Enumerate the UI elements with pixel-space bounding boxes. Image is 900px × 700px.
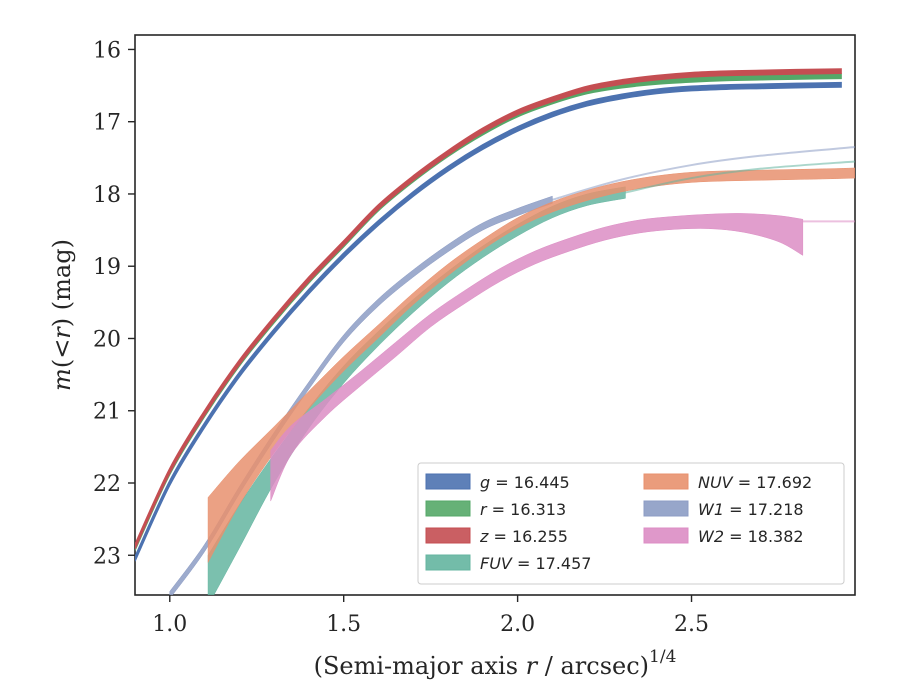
y-tick-label: 20 bbox=[93, 327, 121, 352]
x-tick-label: 2.0 bbox=[500, 612, 535, 637]
series-nuv-band bbox=[207, 167, 855, 563]
y-tick-label: 21 bbox=[93, 400, 121, 425]
legend-swatch-g bbox=[425, 473, 471, 490]
legend-swatch-w1 bbox=[643, 500, 689, 517]
y-axis-label: m(<r) (mag) bbox=[48, 239, 76, 391]
axes-frame bbox=[134, 34, 856, 596]
y-tick-label: 19 bbox=[93, 255, 121, 280]
y-tick-label: 17 bbox=[93, 111, 121, 136]
legend-swatch-fuv bbox=[425, 554, 471, 571]
legend-label-nuv: NUV = 17.692 bbox=[698, 473, 812, 492]
legend-label-r: r = 16.313 bbox=[480, 500, 566, 519]
y-tick-label: 16 bbox=[93, 38, 121, 63]
legend-label-w1: W1 = 17.218 bbox=[698, 500, 804, 519]
x-axis-label: (Semi-major axis r / arcsec)1/4 bbox=[314, 647, 677, 680]
legend-swatch-nuv bbox=[643, 473, 689, 490]
plot-area bbox=[135, 68, 855, 595]
legend-box bbox=[417, 462, 845, 585]
y-tick-label: 18 bbox=[93, 183, 121, 208]
series-g-band bbox=[135, 81, 842, 562]
x-tick-label: 1.0 bbox=[152, 612, 187, 637]
series-z-band bbox=[135, 68, 842, 550]
legend-swatch-z bbox=[425, 527, 471, 544]
x-tick-label: 1.5 bbox=[326, 612, 361, 637]
legend-label-fuv: FUV = 17.457 bbox=[480, 554, 591, 573]
legend-swatch-w2 bbox=[643, 527, 689, 544]
legend-label-g: g = 16.445 bbox=[480, 473, 570, 492]
legend-label-z: z = 16.255 bbox=[479, 527, 568, 546]
y-tick-label: 22 bbox=[93, 472, 121, 497]
legend-label-w2: W2 = 18.382 bbox=[698, 527, 804, 546]
series-fuv-ext-line bbox=[625, 160, 855, 194]
legend-swatch-r bbox=[425, 500, 471, 517]
series-w2-band bbox=[270, 213, 804, 502]
series-w1-extension-line bbox=[552, 146, 855, 201]
y-tick-label: 23 bbox=[93, 544, 121, 569]
x-tick-label: 2.5 bbox=[674, 612, 709, 637]
